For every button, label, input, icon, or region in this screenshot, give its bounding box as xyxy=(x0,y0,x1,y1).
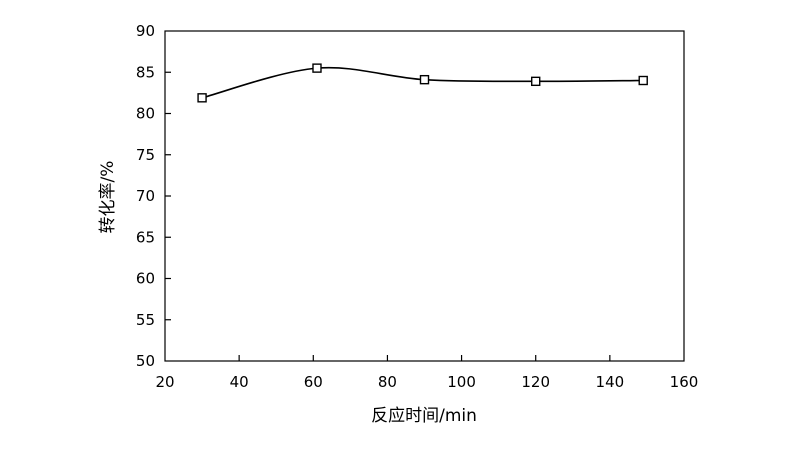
y-axis-ticks: 50 55 60 65 70 75 80 85 90 xyxy=(136,22,171,370)
y-tick-label: 55 xyxy=(136,311,155,329)
y-tick-label: 75 xyxy=(136,146,155,164)
y-tick-label: 60 xyxy=(136,270,155,288)
x-axis-ticks: 20 40 60 80 100 120 140 160 xyxy=(155,355,698,391)
y-tick-label: 70 xyxy=(136,187,155,205)
x-tick-label: 20 xyxy=(155,373,174,391)
x-axis-title: 反应时间/min xyxy=(371,406,477,426)
y-tick-label: 50 xyxy=(136,352,155,370)
series-layer xyxy=(197,63,648,103)
data-point-marker xyxy=(312,63,322,73)
x-tick-label: 120 xyxy=(521,373,550,391)
y-axis-title: 转化率/% xyxy=(98,161,118,234)
x-tick-label: 140 xyxy=(596,373,625,391)
y-tick-label: 80 xyxy=(136,105,155,123)
y-tick-label: 85 xyxy=(136,63,155,81)
data-point-marker xyxy=(531,76,541,87)
y-tick-label: 65 xyxy=(136,228,155,246)
data-point-marker xyxy=(638,75,648,86)
x-tick-label: 160 xyxy=(670,373,699,391)
x-tick-label: 40 xyxy=(230,373,249,391)
x-tick-label: 80 xyxy=(378,373,397,391)
y-tick-label: 90 xyxy=(136,22,155,40)
x-tick-label: 100 xyxy=(447,373,476,391)
x-tick-label: 60 xyxy=(304,373,323,391)
data-point-marker xyxy=(419,74,430,85)
data-point-marker xyxy=(197,93,207,103)
